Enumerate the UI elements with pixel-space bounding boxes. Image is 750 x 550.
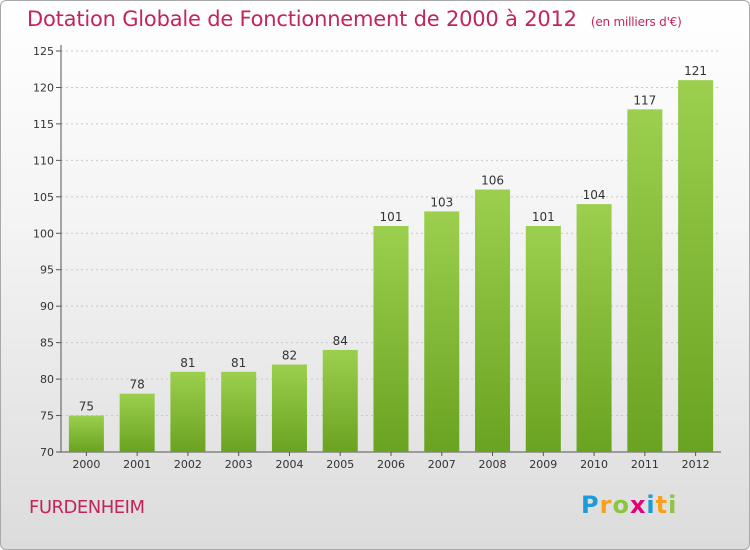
bar xyxy=(424,211,460,452)
bar xyxy=(525,225,561,452)
logo-letter: x xyxy=(629,491,647,519)
y-tick-label: 105 xyxy=(33,191,54,204)
chart-title: Dotation Globale de Fonctionnement de 20… xyxy=(27,7,682,31)
data-label: 81 xyxy=(231,356,246,370)
x-tick-label: 2011 xyxy=(631,458,659,471)
bar xyxy=(475,189,511,452)
proxiti-logo: Proxiti xyxy=(581,491,677,519)
bar xyxy=(271,364,307,452)
logo-letter: t xyxy=(655,491,669,519)
bar xyxy=(678,80,714,452)
logo-letter: i xyxy=(668,491,678,519)
y-tick-label: 100 xyxy=(33,227,54,240)
x-tick-label: 2010 xyxy=(580,458,608,471)
logo-letter: r xyxy=(599,491,613,519)
x-tick-label: 2002 xyxy=(174,458,202,471)
x-tick-label: 2009 xyxy=(529,458,557,471)
x-tick-label: 2000 xyxy=(72,458,100,471)
bar xyxy=(221,371,257,452)
data-label: 101 xyxy=(532,210,555,224)
bar xyxy=(119,393,155,452)
x-tick-label: 2007 xyxy=(428,458,456,471)
bar xyxy=(322,349,358,452)
y-tick-label: 80 xyxy=(40,373,54,386)
data-label: 106 xyxy=(481,174,504,188)
bar-chart: 70 75 80 85 90 95 100 105 110 115 120 125 75 2000 78 20… xyxy=(33,45,721,471)
data-label: 84 xyxy=(333,334,348,348)
x-tick-label: 2008 xyxy=(479,458,507,471)
y-tick-label: 70 xyxy=(40,446,54,459)
data-label: 117 xyxy=(633,93,656,107)
y-tick-label: 95 xyxy=(40,264,54,277)
data-label: 101 xyxy=(380,210,403,224)
bar xyxy=(170,371,206,452)
x-tick-label: 2006 xyxy=(377,458,405,471)
data-label: 103 xyxy=(430,195,453,209)
y-tick-label: 90 xyxy=(40,300,54,313)
logo-letter: o xyxy=(612,491,630,519)
logo-letter: P xyxy=(581,491,600,519)
commune-name: FURDENHEIM xyxy=(29,497,145,518)
data-label: 78 xyxy=(130,378,145,392)
data-label: 75 xyxy=(79,400,94,414)
y-tick-label: 125 xyxy=(33,45,54,58)
data-label: 121 xyxy=(684,64,707,78)
logo-letter: i xyxy=(646,491,656,519)
data-label: 104 xyxy=(583,188,606,202)
data-label: 81 xyxy=(180,356,195,370)
bar xyxy=(627,109,663,452)
y-tick-label: 110 xyxy=(33,154,54,167)
x-tick-label: 2001 xyxy=(123,458,151,471)
y-tick-label: 115 xyxy=(33,118,54,131)
y-tick-label: 120 xyxy=(33,81,54,94)
unit-label: (en milliers d'€) xyxy=(590,15,682,29)
x-tick-label: 2003 xyxy=(225,458,253,471)
x-tick-label: 2004 xyxy=(275,458,303,471)
y-tick-label: 75 xyxy=(40,410,54,423)
y-tick-label: 85 xyxy=(40,337,54,350)
x-tick-label: 2005 xyxy=(326,458,354,471)
bar xyxy=(373,225,409,452)
x-tick-label: 2012 xyxy=(682,458,710,471)
bar xyxy=(68,415,104,452)
title-text: Dotation Globale de Fonctionnement de 20… xyxy=(27,7,577,31)
bar xyxy=(576,204,612,452)
data-label: 82 xyxy=(282,349,297,363)
